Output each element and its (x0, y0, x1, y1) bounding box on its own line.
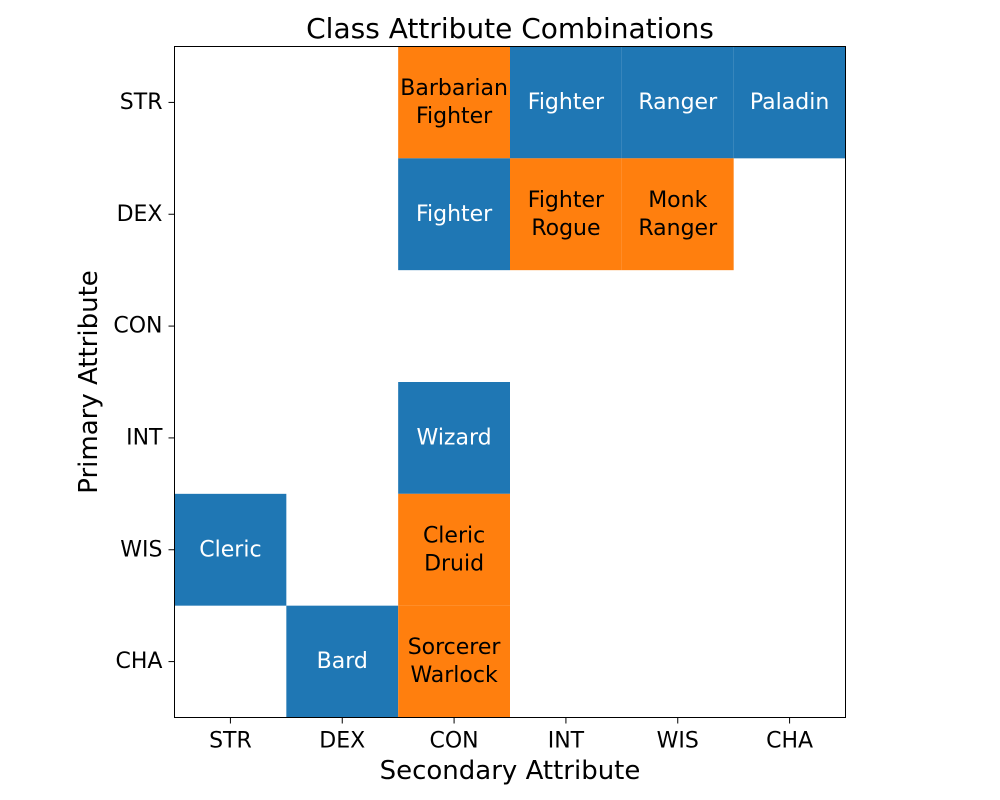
x-tick-label: CON (430, 729, 479, 754)
cell-label: Cleric (199, 537, 261, 562)
cell-label: Wizard (417, 425, 492, 450)
heatmap-cell-cha-dex (286, 605, 399, 718)
heatmap-cell-str-int (510, 46, 622, 159)
cell-label: Warlock (410, 663, 498, 688)
heatmap-cell-cha-con (398, 605, 510, 718)
cell-label: Fighter (528, 90, 605, 115)
cell-label: Fighter (416, 104, 493, 129)
cell-label: Ranger (638, 90, 718, 115)
heatmap-cell-str-wis (621, 46, 734, 159)
cell-label: Druid (424, 551, 484, 576)
cell-label: Paladin (750, 90, 829, 115)
y-tick-label: STR (120, 90, 163, 115)
y-tick-label: CON (113, 314, 162, 339)
cell-label: Fighter (528, 188, 605, 213)
y-tick-label: CHA (116, 649, 163, 674)
ticks-layer: STR DEX CON INT WIS CHA STR DEX CON INT WIS CHA (113, 90, 813, 754)
x-tick-label: CHA (766, 729, 813, 754)
x-tick-label: STR (209, 729, 252, 754)
x-tick-label: INT (548, 729, 585, 754)
cell-label: Ranger (638, 216, 718, 241)
heatmap-cell-str-con (398, 46, 510, 159)
heatmap-cell-dex-con (398, 158, 510, 271)
y-axis-label: Primary Attribute (74, 270, 104, 494)
heatmap-cell-int-con (398, 382, 510, 494)
heatmap-cell-str-cha (733, 46, 846, 159)
cell-label: Fighter (416, 202, 493, 227)
x-tick-label: DEX (319, 729, 365, 754)
heatmap-cell-wis-str (174, 493, 287, 606)
cell-label: Cleric (423, 523, 485, 548)
heatmap-cell-dex-int (510, 158, 622, 271)
heatmap-cell-dex-wis (621, 158, 734, 271)
cells-layer: Barbarian Fighter Fighter Ranger Paladin Figh… (174, 46, 846, 718)
x-tick-label: WIS (657, 729, 699, 754)
heatmap-cell-wis-con (398, 493, 510, 606)
cell-label: Barbarian (400, 76, 508, 101)
y-tick-label: DEX (117, 202, 163, 227)
cell-label: Sorcerer (408, 635, 502, 660)
cell-label: Monk (648, 188, 707, 213)
x-axis-label: Secondary Attribute (380, 756, 641, 786)
y-tick-label: INT (126, 425, 163, 450)
y-tick-label: WIS (120, 537, 162, 562)
cell-label: Rogue (531, 216, 600, 241)
chart-title: Class Attribute Combinations (306, 12, 714, 45)
cell-label: Bard (317, 649, 368, 674)
plot-frame (174, 46, 846, 718)
